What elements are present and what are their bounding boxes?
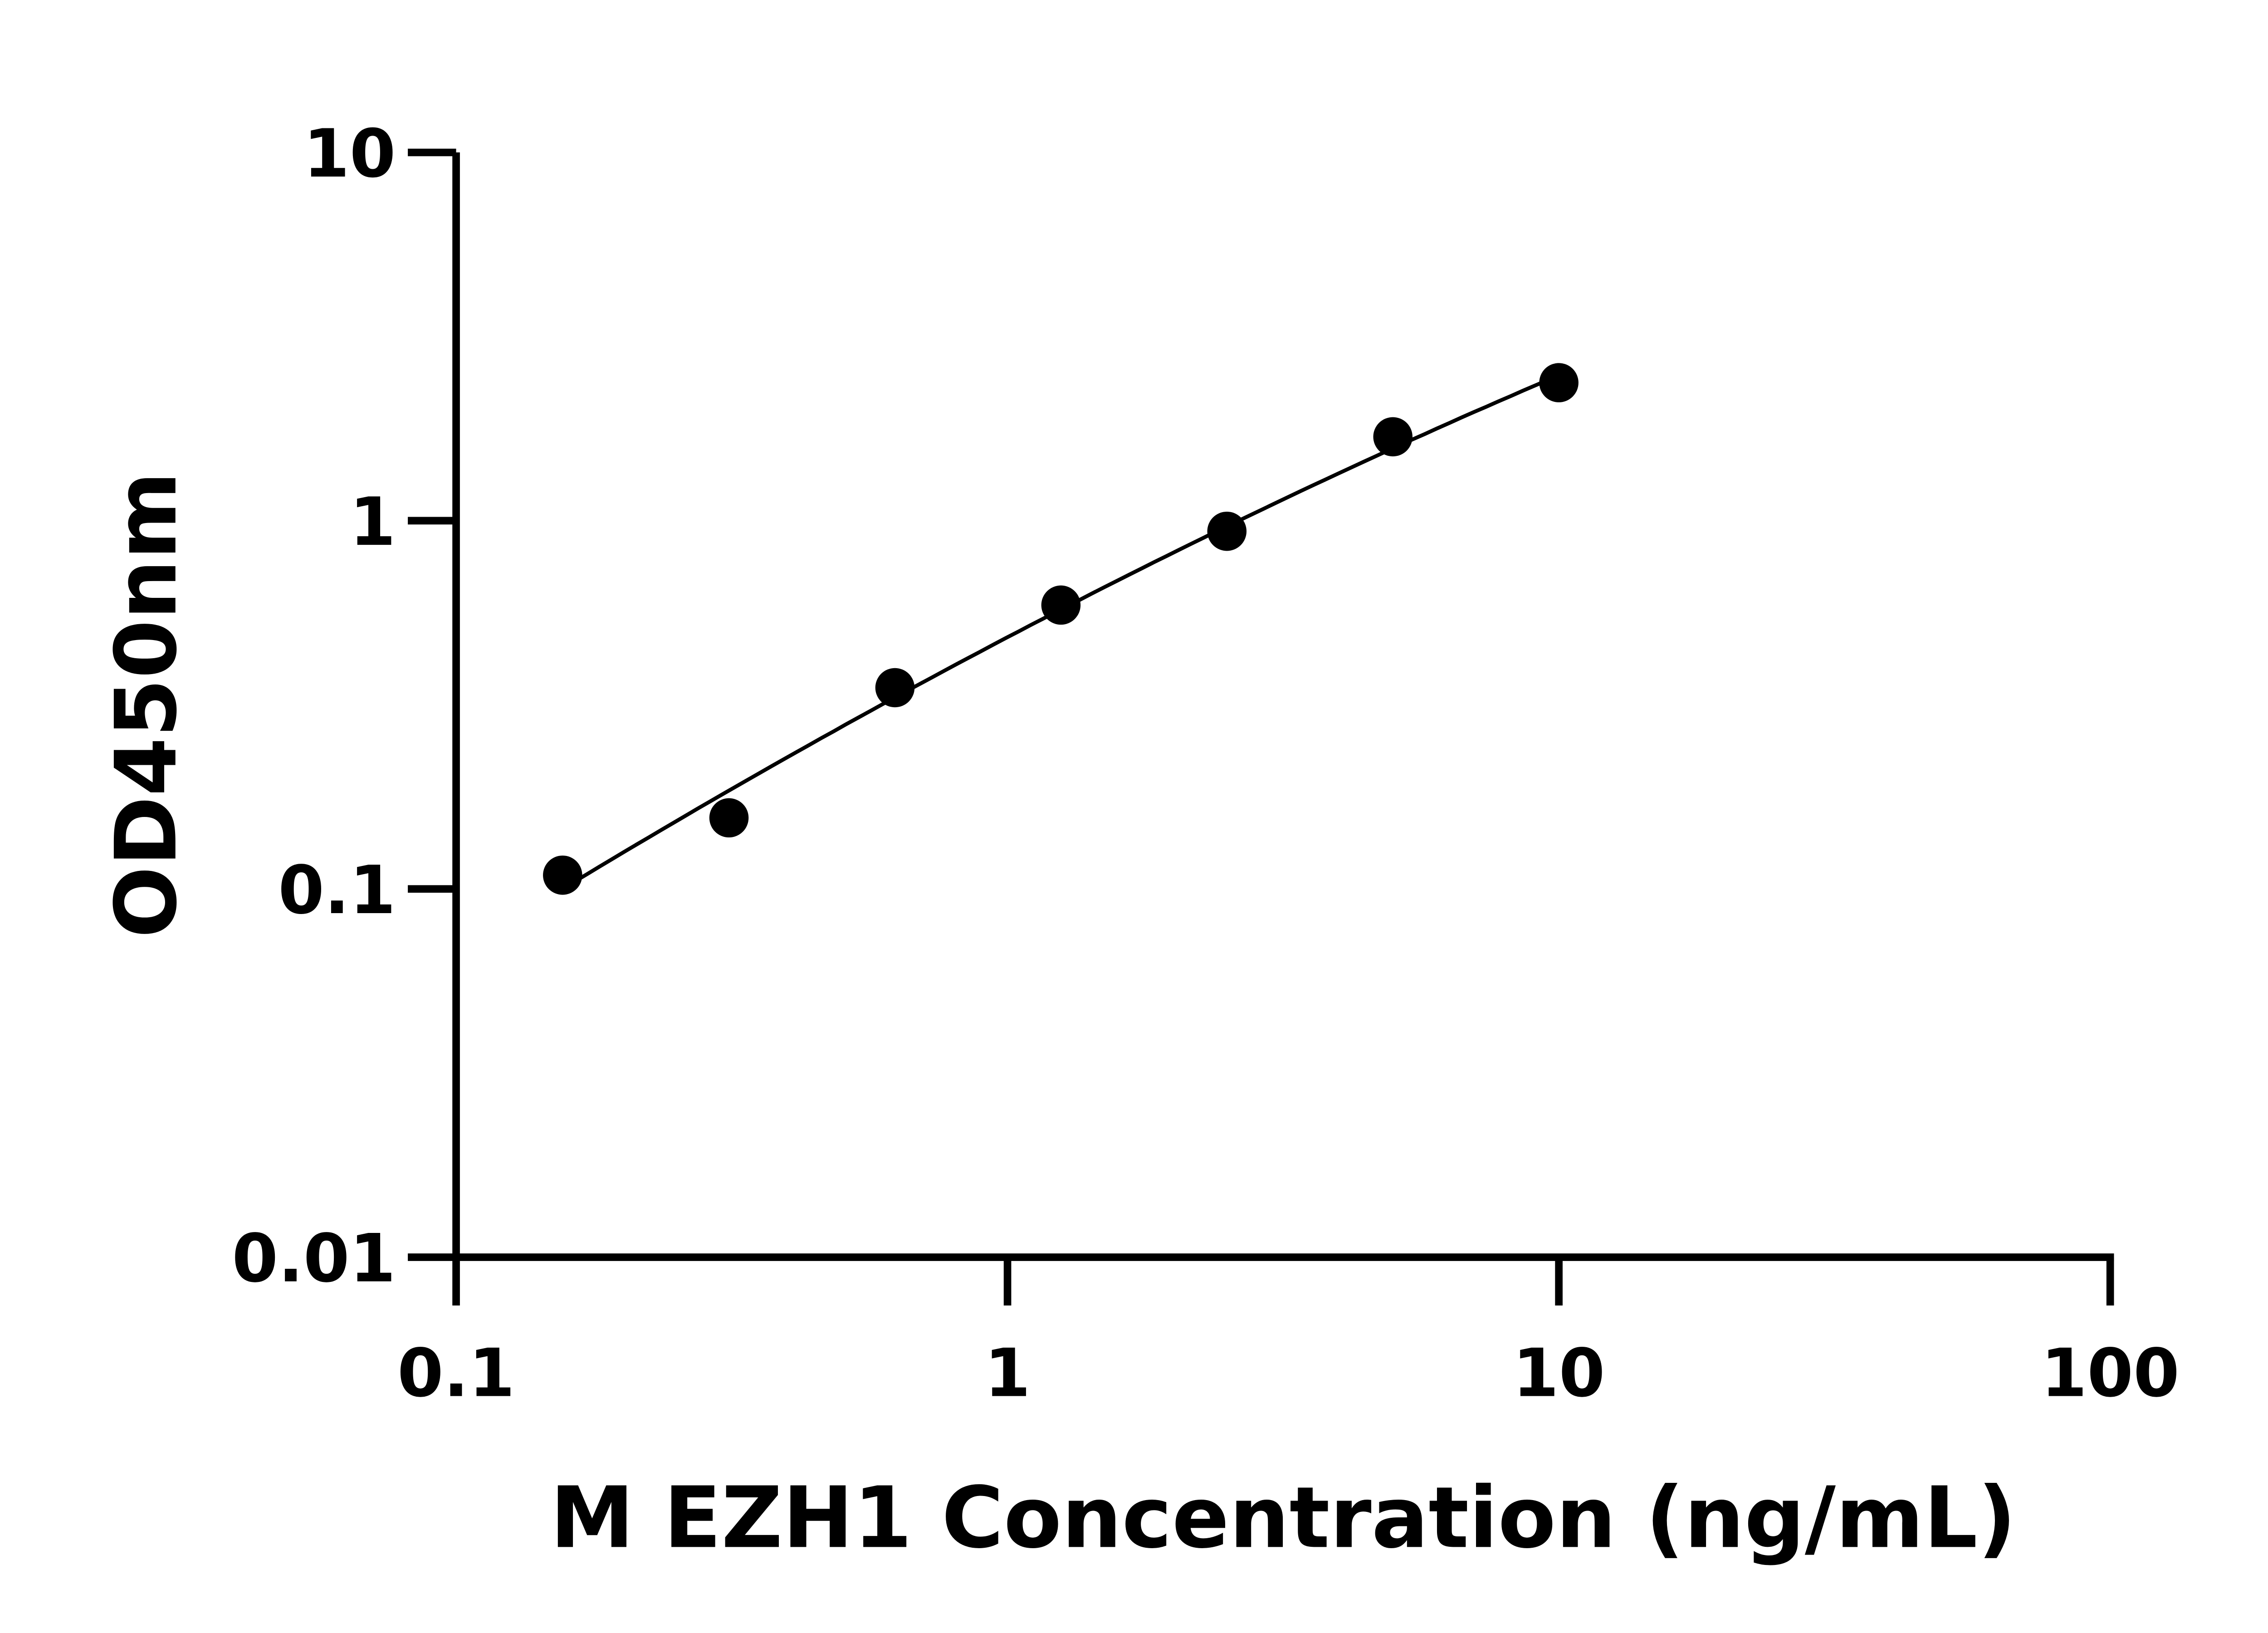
- x-tick-label: 0.1: [397, 1335, 515, 1412]
- y-tick-label: 10: [303, 115, 396, 192]
- data-point: [1041, 585, 1081, 625]
- x-tick-label: 100: [2041, 1335, 2180, 1412]
- data-point: [1207, 511, 1247, 551]
- data-point: [1539, 363, 1579, 402]
- x-tick-label: 1: [984, 1335, 1031, 1412]
- data-point: [543, 856, 582, 895]
- data-point: [875, 668, 915, 708]
- axes: [452, 152, 2114, 1261]
- data-point: [1373, 417, 1413, 457]
- data-points: [543, 363, 1579, 895]
- data-point: [709, 798, 749, 838]
- y-tick-label: 0.1: [278, 851, 396, 929]
- x-axis-label: M EZH1 Concentration (ng/mL): [550, 1468, 2016, 1567]
- x-tick-label: 10: [1513, 1335, 1605, 1412]
- y-axis-label: OD450nm: [97, 471, 196, 938]
- y-tick-label: 0.01: [232, 1220, 396, 1297]
- y-tick-label: 1: [350, 483, 396, 561]
